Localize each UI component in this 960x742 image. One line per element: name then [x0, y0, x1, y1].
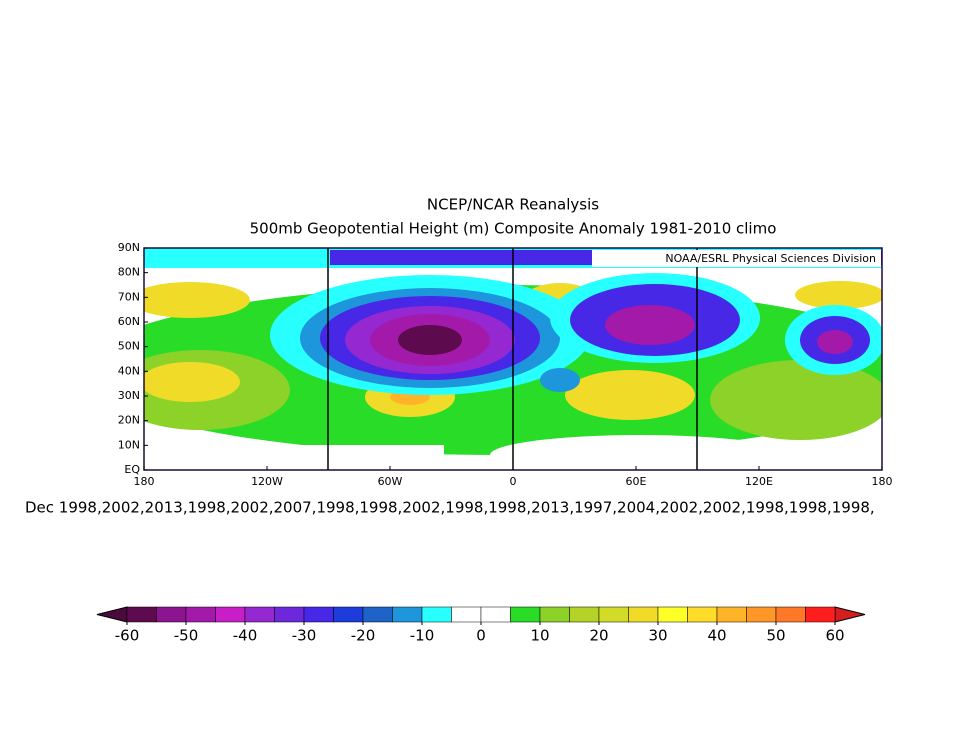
colorbar-label: 30 [648, 627, 667, 645]
colorbar-label: -30 [292, 627, 317, 645]
lat-label: 30N [118, 389, 140, 402]
lon-label: 0 [510, 475, 517, 488]
colorbar-box [215, 606, 246, 623]
colorbar-label: 50 [766, 627, 785, 645]
lat-label: 40N [118, 364, 140, 377]
colorbar-label: -20 [351, 627, 376, 645]
caption: Dec 1998,2002,2013,1998,2002,2007,1998,1… [25, 499, 875, 517]
map-field [144, 248, 882, 470]
credit-box [592, 250, 881, 267]
lon-label: 180 [134, 475, 155, 488]
colorbar-label: 20 [589, 627, 608, 645]
lon-label: 180 [872, 475, 893, 488]
colorbar-box [274, 606, 305, 623]
colorbar-box [303, 606, 334, 623]
colorbar-box [510, 606, 541, 623]
lon-label: 60E [626, 475, 647, 488]
lat-label: 70N [118, 290, 140, 303]
lon-label: 120W [251, 475, 283, 488]
colorbar-box [333, 606, 364, 623]
colorbar-box [716, 606, 747, 623]
colorbar-label: 60 [825, 627, 844, 645]
colorbar-box [156, 606, 187, 623]
colorbar-box [451, 606, 482, 623]
colorbar-box [687, 606, 718, 623]
colorbar-box [569, 606, 600, 623]
colorbar-box [657, 606, 688, 623]
colorbar-box [746, 606, 777, 623]
colorbar-label: 10 [530, 627, 549, 645]
colorbar-box [539, 606, 570, 623]
lon-label: 60W [378, 475, 403, 488]
colorbar-label: -10 [410, 627, 435, 645]
lat-label: 10N [118, 438, 140, 451]
subtitle: 500mb Geopotential Height (m) Composite … [250, 220, 777, 238]
colorbar-under [96, 606, 128, 623]
colorbar-label: 40 [707, 627, 726, 645]
title: NCEP/NCAR Reanalysis [427, 196, 599, 214]
colorbar-box [421, 606, 452, 623]
colorbar-box [244, 606, 275, 623]
colorbar-label: 0 [476, 627, 486, 645]
colorbar-over [834, 606, 866, 623]
colorbar-box [480, 606, 511, 623]
credit: NOAA/ESRL Physical Sciences Division [665, 252, 876, 265]
lat-label: EQ [124, 463, 140, 476]
colorbar-label: -60 [115, 627, 140, 645]
lat-label: 50N [118, 340, 140, 353]
colorbar-box [185, 606, 216, 623]
colorbar-box [805, 606, 836, 623]
lat-label: 80N [118, 266, 140, 279]
lat-label: 60N [118, 315, 140, 328]
colorbar-label: -40 [233, 627, 258, 645]
colorbar-box [628, 606, 659, 623]
lat-label: 90N [118, 241, 140, 254]
colorbar-box [392, 606, 423, 623]
colorbar-label: -50 [174, 627, 199, 645]
colorbar-box [126, 606, 157, 623]
lon-label: 120E [745, 475, 773, 488]
lat-label: 20N [118, 414, 140, 427]
colorbar-box [775, 606, 806, 623]
colorbar-box [362, 606, 393, 623]
colorbar-box [598, 606, 629, 623]
